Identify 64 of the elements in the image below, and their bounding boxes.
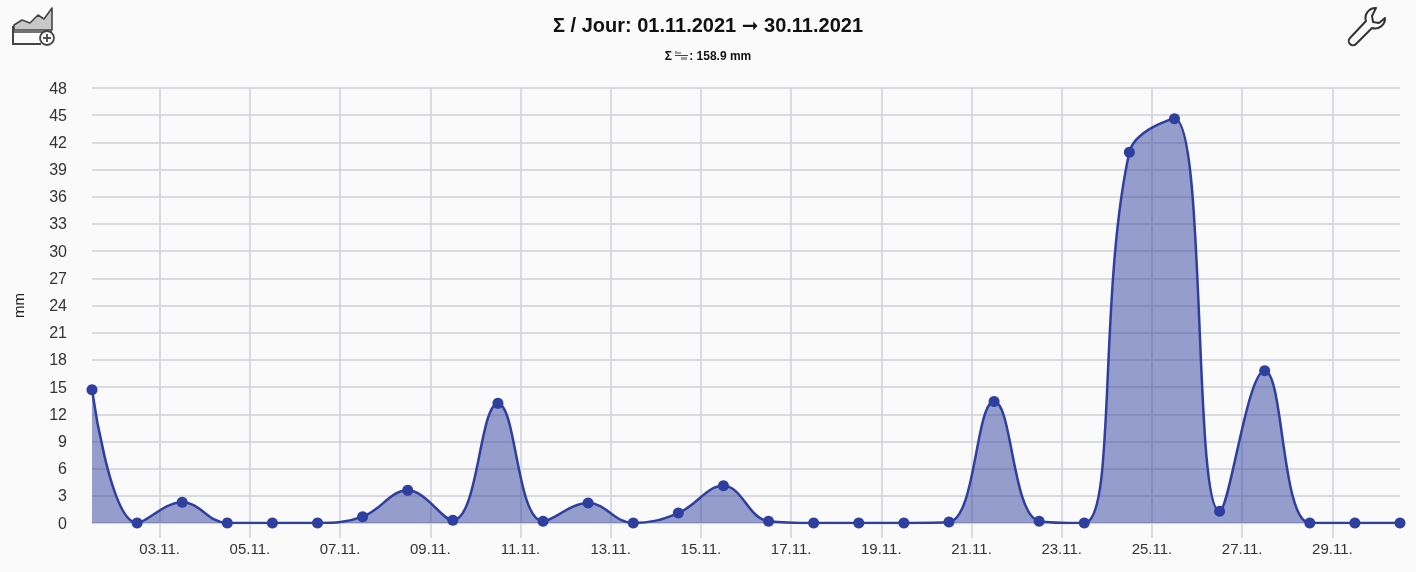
chart-title: Σ / Jour: 01.11.2021 ➞ 30.11.2021 <box>551 13 865 37</box>
point <box>1304 517 1316 529</box>
point <box>402 484 414 496</box>
x-tick-label: 27.11. <box>1221 540 1263 557</box>
y-tick-label: 36 <box>49 188 68 206</box>
y-tick-label: 24 <box>49 297 68 314</box>
y-tick-label: 21 <box>49 324 68 342</box>
y-tick-label: 9 <box>58 432 68 450</box>
point <box>808 517 820 529</box>
y-tick-label: 12 <box>49 405 68 423</box>
y-tick-label: 42 <box>49 133 68 151</box>
point <box>447 514 459 526</box>
x-tick-label: 15.11. <box>680 540 722 557</box>
x-tick-label: 13.11. <box>590 540 631 557</box>
point <box>131 517 143 529</box>
point <box>1123 146 1135 158</box>
y-tick-label: 15 <box>49 378 68 396</box>
text: Σ : 158.9 mm <box>664 49 752 63</box>
y-tick-label: 48 <box>49 79 68 97</box>
y-tick-label: 30 <box>49 242 68 260</box>
x-tick-label: 09.11. <box>409 540 451 557</box>
x-tick-label: 23.11. <box>1041 540 1083 557</box>
y-tick-label: 33 <box>49 215 68 233</box>
point <box>312 517 324 529</box>
point <box>853 517 865 529</box>
x-tick-label: 03.11. <box>139 540 180 557</box>
y-tick-label: 6 <box>58 460 68 478</box>
point <box>1259 365 1271 377</box>
x-tick-label: 07.11. <box>319 540 361 557</box>
x-tick-label: 17.11. <box>770 540 812 557</box>
point <box>988 396 1000 408</box>
point <box>717 480 729 492</box>
point <box>176 496 188 508</box>
y-tick-label: 0 <box>58 514 68 532</box>
point <box>221 517 233 529</box>
x-tick-label: 29.11. <box>1312 540 1353 557</box>
point <box>763 515 775 527</box>
y-tick-label: 18 <box>49 351 68 369</box>
x-tick-label: 05.11. <box>229 540 271 557</box>
point <box>1349 517 1361 529</box>
point <box>898 517 910 529</box>
point <box>357 511 369 523</box>
y-tick-label: 3 <box>58 487 68 505</box>
point <box>266 517 278 529</box>
point <box>537 515 549 527</box>
point <box>86 384 98 396</box>
point <box>1214 505 1226 517</box>
point <box>943 516 955 528</box>
point <box>582 497 594 509</box>
y-tick-label: 45 <box>49 106 68 124</box>
x-tick-label: 25.11. <box>1131 540 1173 557</box>
x-tick-label: 11.11. <box>500 540 541 557</box>
y-tick-label: 27 <box>49 269 68 287</box>
point <box>672 507 684 519</box>
y-tick-label: 39 <box>49 161 68 179</box>
point <box>492 397 504 409</box>
point <box>1394 517 1406 529</box>
y-axis-title: mm <box>10 293 27 318</box>
point <box>1033 515 1045 527</box>
x-tick-label: 21.11. <box>951 540 992 557</box>
point <box>1168 113 1180 125</box>
x-tick-label: 19.11. <box>861 540 902 557</box>
point <box>1078 517 1090 529</box>
point <box>627 517 639 529</box>
